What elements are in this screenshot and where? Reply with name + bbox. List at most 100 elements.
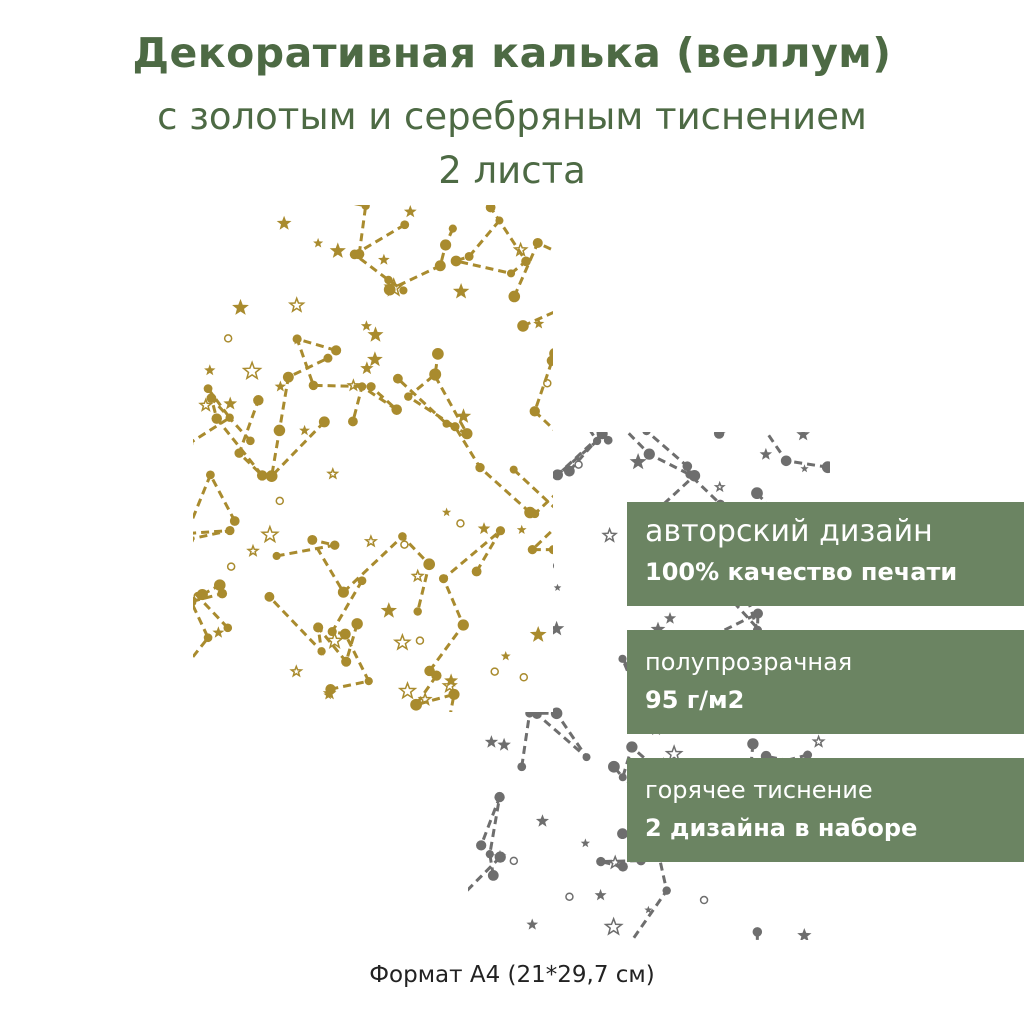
star-dot: [448, 224, 457, 233]
star-dot: [206, 393, 217, 404]
star-dot: [317, 647, 326, 656]
star-dot: [429, 368, 442, 381]
star-icon: [360, 361, 374, 375]
star-icon: [325, 630, 345, 649]
gold-constellation-sheet: [193, 205, 553, 712]
star-icon: [533, 317, 545, 329]
ring-icon: [415, 636, 425, 645]
star-dot: [434, 260, 446, 272]
star-dot: [618, 773, 627, 782]
star-dot: [592, 436, 602, 446]
star-dot: [330, 540, 340, 550]
star-dot: [476, 840, 487, 851]
star-dot: [495, 526, 506, 536]
star-dot: [203, 633, 213, 643]
star-icon: [346, 378, 361, 392]
star-dot: [318, 416, 330, 428]
star-dot: [626, 741, 638, 753]
star-dot: [440, 239, 452, 251]
star-dot: [349, 249, 360, 260]
star-icon: [650, 621, 666, 636]
star-icon: [410, 568, 425, 583]
star-icon: [367, 351, 383, 367]
ring-icon: [226, 562, 236, 571]
star-dot: [548, 545, 553, 555]
star-dot: [234, 448, 244, 458]
star-icon: [644, 905, 653, 914]
star-icon: [796, 432, 810, 441]
star-icon: [603, 916, 624, 936]
star-dot: [203, 384, 213, 394]
star-icon: [276, 215, 292, 230]
star-dot: [264, 591, 275, 602]
star-dot: [364, 677, 373, 686]
constellation-line: [389, 227, 455, 291]
star-icon: [360, 320, 372, 331]
star-dot: [662, 886, 671, 895]
constellation-line: [193, 582, 225, 660]
star-dot: [410, 698, 422, 711]
star-dot: [527, 544, 538, 555]
star-dot: [337, 586, 349, 598]
star-icon: [329, 242, 346, 258]
star-dot: [546, 355, 553, 366]
star-dot: [485, 205, 496, 213]
star-icon: [204, 364, 216, 376]
star-dot: [603, 435, 613, 445]
star-dot: [803, 750, 813, 760]
star-icon: [797, 928, 812, 940]
banner-paper: полупрозрачная 95 г/м2: [627, 630, 1024, 734]
star-dot: [229, 516, 240, 526]
ring-icon: [400, 540, 409, 549]
star-dot: [552, 469, 563, 481]
star-dot: [253, 395, 264, 406]
star-dot: [475, 462, 485, 473]
constellation-line: [755, 931, 759, 940]
star-dot: [457, 619, 469, 631]
constellation-line: [209, 397, 264, 477]
star-icon: [664, 744, 684, 763]
star-icon: [548, 620, 565, 636]
star-dot: [196, 588, 208, 601]
star-dot: [617, 861, 628, 872]
star-dot: [413, 607, 422, 616]
star-dot: [313, 622, 324, 633]
star-icon: [493, 849, 507, 862]
star-dot: [256, 470, 268, 481]
star-icon: [484, 735, 499, 748]
star-dot: [682, 461, 693, 472]
star-dot: [223, 623, 233, 633]
star-icon: [198, 397, 214, 412]
star-icon: [378, 253, 390, 265]
constellation-line: [450, 205, 529, 276]
ring-icon: [574, 460, 583, 469]
banner-design: авторский дизайн 100% качество печати: [627, 502, 1024, 606]
star-dot: [450, 255, 462, 267]
star-icon: [241, 360, 263, 381]
star-icon: [535, 814, 549, 827]
star-dot: [464, 251, 474, 261]
constellation-line: [512, 468, 553, 552]
star-dot: [432, 348, 444, 360]
star-icon: [497, 737, 511, 751]
star-icon: [367, 326, 384, 342]
star-icon: [363, 534, 379, 548]
constellation-line: [193, 387, 232, 443]
star-icon: [759, 447, 773, 460]
star-icon: [246, 543, 260, 557]
star-dot: [307, 534, 318, 545]
ring-icon: [509, 856, 519, 866]
page-title: Декоративная калька (веллум): [132, 29, 892, 77]
star-icon: [512, 241, 529, 257]
star-icon: [477, 522, 491, 535]
star-dot: [323, 353, 333, 363]
star-dot: [273, 424, 286, 437]
star-dot: [495, 216, 504, 225]
ring-icon: [490, 667, 499, 676]
star-icon: [800, 464, 809, 473]
star-dot: [582, 753, 591, 762]
star-dot: [211, 413, 222, 424]
star-dot: [272, 551, 281, 561]
ring-icon: [699, 895, 709, 905]
star-icon: [260, 524, 280, 544]
